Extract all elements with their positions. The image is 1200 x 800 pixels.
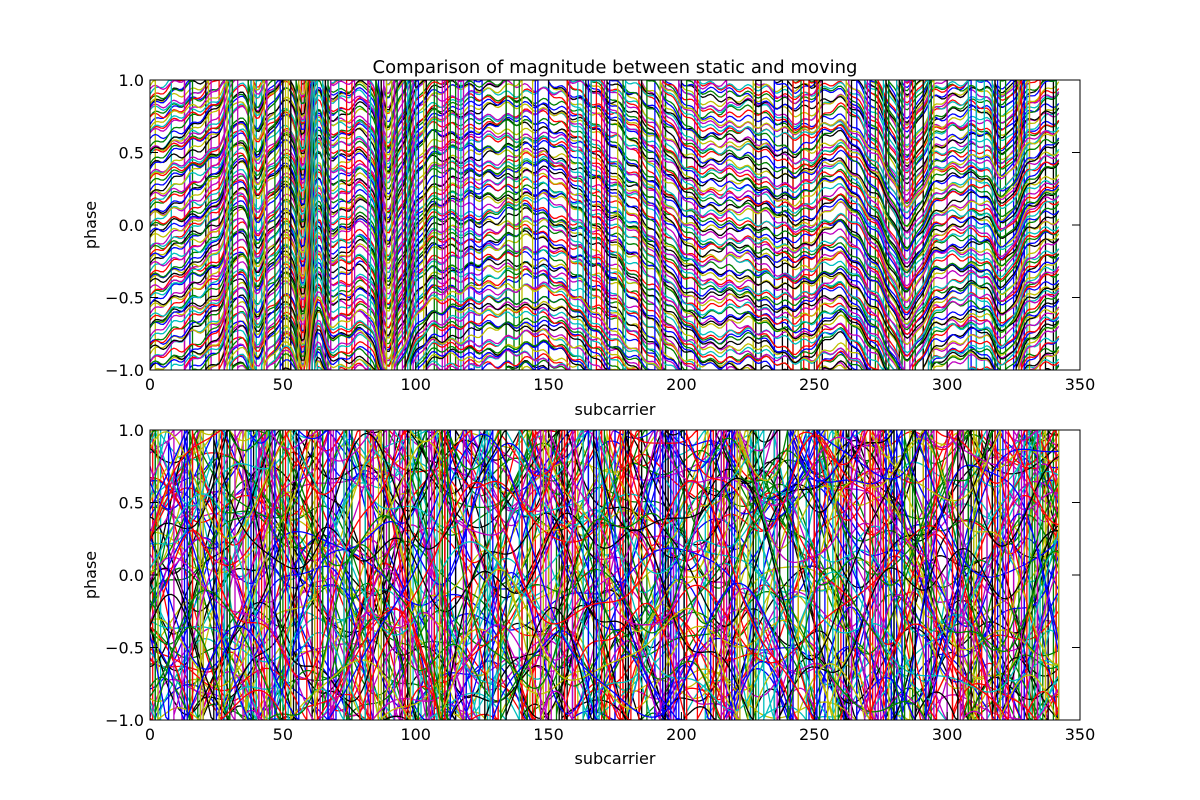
top-y-tick-label: −0.5 [105, 289, 144, 308]
bottom-series-line [150, 430, 1060, 720]
top-x-tick-label: 250 [799, 375, 830, 394]
bottom-series-line [150, 430, 1060, 720]
bottom-x-tick-label: 250 [799, 725, 830, 744]
bottom-series-line [150, 430, 1060, 720]
top-x-tick-label: 150 [533, 375, 564, 394]
bottom-x-axis-label: subcarrier [575, 749, 656, 768]
bottom-y-tick-label: 1.0 [119, 421, 144, 440]
bottom-x-tick-label: 100 [400, 725, 431, 744]
top-x-tick-label: 300 [932, 375, 963, 394]
top-series-line [150, 80, 1060, 370]
bottom-series-line [150, 430, 1060, 720]
bottom-y-axis-label: phase [81, 551, 100, 599]
top-series-line [150, 80, 1060, 370]
bottom-series-line [150, 430, 1060, 720]
top-series-line [150, 80, 1060, 370]
bottom-series-line [150, 430, 1060, 720]
bottom-x-tick-label: 150 [533, 725, 564, 744]
bottom-x-tick-label: 0 [145, 725, 155, 744]
top-x-tick-label: 100 [400, 375, 431, 394]
bottom-series-group [150, 430, 1060, 720]
top-x-tick-label: 200 [666, 375, 697, 394]
bottom-y-tick-label: −1.0 [105, 711, 144, 730]
bottom-series-line [150, 430, 1059, 720]
top-series-line [150, 80, 1060, 370]
bottom-x-tick-label: 350 [1065, 725, 1096, 744]
top-x-tick-label: 350 [1065, 375, 1096, 394]
bottom-series-line [150, 430, 1059, 720]
bottom-series-line [150, 430, 1060, 720]
bottom-tick-group: 0 50 100 150 200 250 300 350 1.0 0.5 0.0 −0.5 −1.0 [105, 421, 1095, 744]
top-series-line [150, 80, 1060, 370]
bottom-y-tick-label: 0.5 [119, 494, 144, 513]
top-series-group [150, 80, 1060, 370]
top-series-line [150, 80, 1060, 370]
top-y-tick-label: 1.0 [119, 71, 144, 90]
chart-title: Comparison of magnitude between static a… [373, 57, 858, 78]
top-tick-group: 0 50 100 150 200 250 300 350 1.0 0.5 0.0 −0.5 −1.0 [105, 71, 1095, 394]
bottom-x-tick-label: 300 [932, 725, 963, 744]
bottom-series-line [150, 430, 1059, 720]
bottom-y-tick-label: 0.0 [119, 566, 144, 585]
top-y-tick-label: −1.0 [105, 361, 144, 380]
bottom-series-line [150, 430, 1060, 720]
bottom-x-tick-label: 200 [666, 725, 697, 744]
bottom-series-line [150, 430, 1060, 720]
top-x-axis-label: subcarrier [575, 400, 656, 419]
top-axes: Comparison of magnitude between static a… [81, 57, 1095, 419]
top-y-axis-label: phase [81, 201, 100, 249]
top-x-tick-label: 0 [145, 375, 155, 394]
bottom-series-line [150, 430, 1060, 720]
bottom-series-line [150, 430, 1059, 720]
top-series-line [150, 80, 1060, 370]
bottom-y-tick-label: −0.5 [105, 639, 144, 658]
top-x-tick-label: 50 [273, 375, 293, 394]
top-y-tick-label: 0.0 [119, 216, 144, 235]
bottom-series-line [150, 430, 1060, 720]
bottom-axes: 0 50 100 150 200 250 300 350 1.0 0.5 0.0 −0.5 −1.0 s… [81, 421, 1095, 768]
bottom-series-line [150, 430, 1060, 720]
bottom-series-line [150, 430, 1059, 720]
top-series-line [150, 80, 1060, 370]
top-y-tick-label: 0.5 [119, 144, 144, 163]
bottom-x-tick-label: 50 [273, 725, 293, 744]
